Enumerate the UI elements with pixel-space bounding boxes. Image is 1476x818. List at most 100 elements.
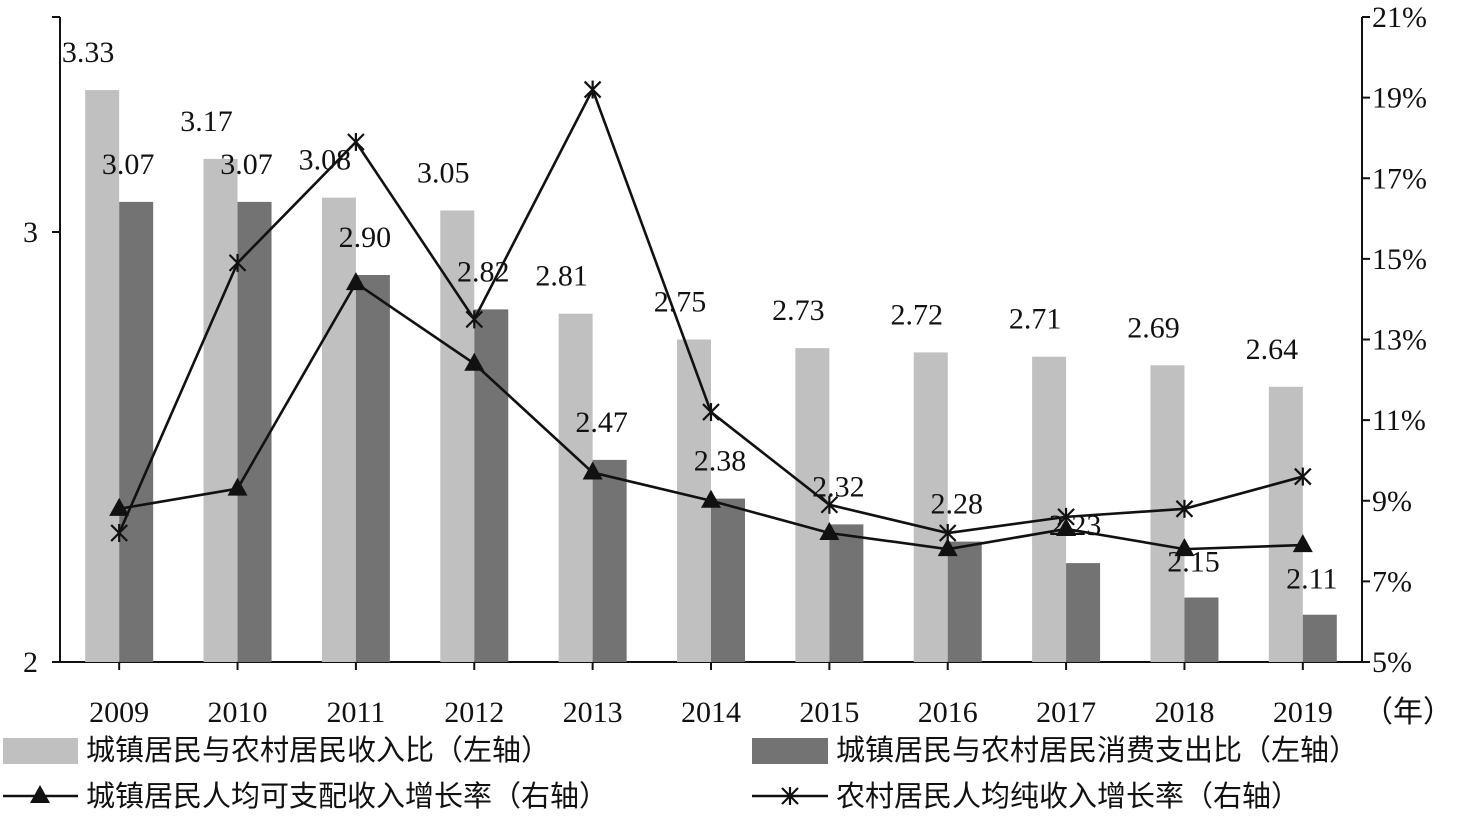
right-axis-tick-label: 17% <box>1372 162 1427 195</box>
x-axis-tick-label: 2012 <box>444 696 504 729</box>
legend-label-bar-1: 城镇居民与农村居民收入比（左轴） <box>86 734 550 767</box>
bar-series-2 <box>829 524 864 662</box>
bar-series-1 <box>558 313 593 662</box>
legend-swatch-bar-1 <box>3 738 78 764</box>
bar-value-label: 2.38 <box>694 445 747 478</box>
bar-value-label: 2.23 <box>1049 509 1102 542</box>
bar-series-2 <box>1184 597 1219 662</box>
left-axis-tick-label: 2 <box>23 646 38 679</box>
bar-series-1 <box>440 210 475 662</box>
bar-value-label: 2.28 <box>930 488 983 521</box>
bar-series-1 <box>321 197 356 662</box>
star-marker <box>110 524 128 542</box>
legend-label-line-1: 城镇居民人均可支配收入增长率（右轴） <box>86 780 608 813</box>
bar-value-label: 2.72 <box>890 298 943 331</box>
legend-star-marker <box>781 787 799 805</box>
bar-series-1 <box>203 158 238 662</box>
triangle-marker <box>227 477 248 496</box>
star-marker <box>228 253 247 272</box>
right-axis-tick-label: 15% <box>1372 243 1427 276</box>
triangle-marker <box>1174 538 1195 557</box>
x-axis-tick-label: 2009 <box>89 696 149 729</box>
bar-series-2 <box>711 498 745 662</box>
right-axis-tick-label: 5% <box>1372 646 1412 679</box>
star-marker <box>1294 467 1312 486</box>
legend-label-bar-2: 城镇居民与农村居民消费支出比（左轴） <box>836 734 1358 767</box>
bar-value-label: 2.47 <box>575 406 628 439</box>
star-marker <box>938 524 957 542</box>
x-axis-tick-label: 2018 <box>1154 696 1214 729</box>
bar-value-label: 2.71 <box>1009 303 1062 336</box>
star-marker <box>465 310 484 329</box>
x-axis-tick-label: 2016 <box>918 696 978 729</box>
bar-series-1 <box>85 90 120 663</box>
x-axis-unit-label: （年） <box>1363 696 1453 729</box>
bar-value-label: 2.15 <box>1167 546 1220 579</box>
triangle-marker <box>937 538 958 557</box>
bar-value-label: 3.07 <box>102 148 155 181</box>
triangle-marker <box>1056 517 1077 536</box>
x-axis-tick-label: 2015 <box>799 696 859 729</box>
bar-series-2 <box>237 201 272 662</box>
bar-value-label: 2.81 <box>535 260 588 293</box>
bar-value-label: 2.32 <box>812 470 865 503</box>
bar-series-1 <box>913 352 948 662</box>
x-axis-tick-label: 2019 <box>1273 696 1333 729</box>
star-marker <box>820 495 839 514</box>
right-axis-tick-label: 13% <box>1372 324 1427 357</box>
right-axis-tick-label: 7% <box>1372 565 1412 598</box>
triangle-marker <box>701 489 721 508</box>
bar-value-label: 2.73 <box>772 294 825 327</box>
bar-series-2 <box>1302 614 1337 662</box>
bar-value-label: 3.08 <box>299 144 352 177</box>
triangle-marker <box>819 522 840 540</box>
right-axis-tick-label: 11% <box>1372 404 1426 437</box>
bar-series-2 <box>1066 563 1101 662</box>
bar-value-label: 2.64 <box>1246 333 1299 366</box>
right-axis-tick-label: 21% <box>1372 1 1427 34</box>
axes: 2 3 5% 7% 9% 11% 13% 15% 17% 19% 21% 2009 2010 2011 20… <box>23 1 1453 729</box>
triangle-marker <box>109 497 130 516</box>
lines <box>109 80 1313 557</box>
bar-value-label: 2.82 <box>457 255 510 288</box>
bar-series-2 <box>355 275 390 662</box>
x-axis-tick-label: 2014 <box>681 696 741 729</box>
bar-series-1 <box>1268 386 1303 662</box>
triangle-marker <box>582 461 603 480</box>
legend-triangle-marker <box>30 785 50 803</box>
x-axis-tick-label: 2017 <box>1036 696 1096 729</box>
triangle-marker <box>464 352 485 371</box>
x-axis-tick-label: 2013 <box>563 696 623 729</box>
bar-value-label: 3.33 <box>62 36 115 69</box>
bar-value-label: 3.17 <box>180 105 233 138</box>
legend: 城镇居民与农村居民收入比（左轴） 城镇居民与农村居民消费支出比（左轴） 城镇居民人均… <box>3 734 1358 813</box>
bar-value-label: 2.69 <box>1127 311 1180 344</box>
bar-series-2 <box>119 201 154 662</box>
bar-value-label: 2.11 <box>1286 563 1337 596</box>
left-axis-tick-label: 3 <box>23 216 38 249</box>
bar-series-1 <box>1032 356 1067 662</box>
bar-series-2 <box>947 541 982 662</box>
bar-series-2 <box>592 459 627 662</box>
triangle-marker <box>345 272 366 291</box>
bar-value-label: 2.90 <box>339 221 392 254</box>
bars <box>85 90 1337 663</box>
right-axis-tick-label: 19% <box>1372 82 1427 115</box>
x-axis-tick-label: 2011 <box>326 696 385 729</box>
x-axis-tick-label: 2010 <box>208 696 268 729</box>
legend-label-line-2: 农村居民人均纯收入增长率（右轴） <box>836 780 1300 813</box>
bar-series-1 <box>795 348 830 662</box>
triangle-marker <box>1292 534 1313 553</box>
star-marker <box>583 80 602 99</box>
bar-value-label: 3.07 <box>220 148 273 181</box>
legend-swatch-bar-2 <box>752 738 828 764</box>
star-marker <box>702 403 720 422</box>
star-marker <box>1057 507 1075 526</box>
bar-value-label: 2.75 <box>654 286 707 319</box>
data-labels: 3.33 3.17 3.08 3.05 2.81 2.75 2.73 2.72 2.71 2.69… <box>62 36 1338 596</box>
right-axis-tick-label: 9% <box>1372 485 1412 518</box>
star-marker <box>1175 499 1194 518</box>
star-marker <box>347 132 365 151</box>
bar-value-label: 3.05 <box>417 157 470 190</box>
